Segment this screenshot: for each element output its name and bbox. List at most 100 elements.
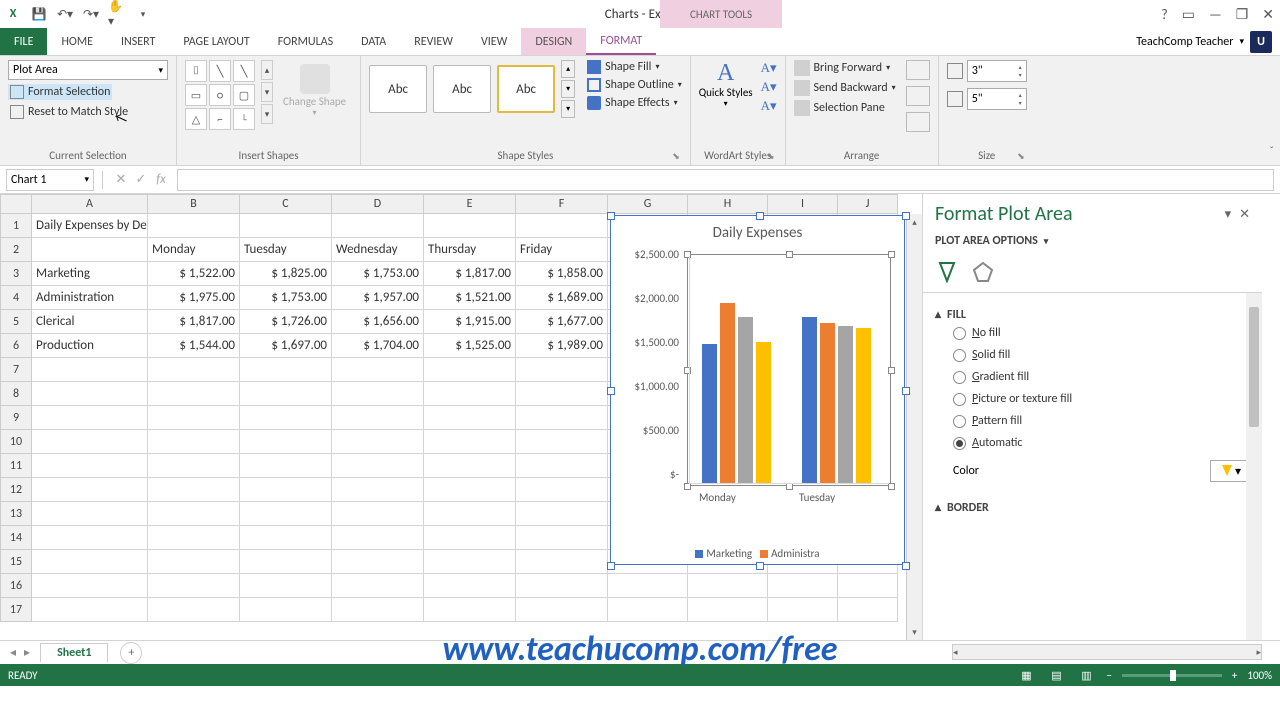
tab-formulas[interactable]: FORMULAS: [264, 28, 347, 55]
cell[interactable]: [332, 574, 424, 598]
chart-title[interactable]: Daily Expenses: [611, 216, 904, 246]
cell[interactable]: [688, 574, 768, 598]
chart-handle[interactable]: [607, 212, 615, 220]
cell[interactable]: $ 1,817.00: [148, 310, 240, 334]
row-header[interactable]: 12: [0, 478, 32, 502]
fill-option-radio[interactable]: Automatic: [935, 432, 1250, 454]
cell[interactable]: $ 1,704.00: [332, 334, 424, 358]
row-header[interactable]: 8: [0, 382, 32, 406]
shapes-gallery[interactable]: ⌷ ╲ ╲ ▭ ○ ▢ △ ⌐ └: [185, 60, 255, 130]
tab-file[interactable]: FILE: [0, 28, 47, 55]
row-header[interactable]: 14: [0, 526, 32, 550]
normal-view-icon[interactable]: ▦: [1016, 667, 1036, 683]
chart-handle[interactable]: [902, 387, 910, 395]
row-header[interactable]: 11: [0, 454, 32, 478]
shape-oval[interactable]: ○: [209, 84, 231, 106]
avatar[interactable]: U: [1250, 31, 1272, 53]
tab-data[interactable]: DATA: [347, 28, 400, 55]
cell[interactable]: [332, 382, 424, 406]
plot-handle[interactable]: [888, 367, 895, 374]
cell[interactable]: [148, 454, 240, 478]
cell[interactable]: [148, 430, 240, 454]
chart-handle[interactable]: [756, 562, 764, 570]
cell[interactable]: [332, 598, 424, 622]
shape-effects-button[interactable]: Shape Effects▾: [587, 96, 682, 110]
cell[interactable]: $ 1,957.00: [332, 286, 424, 310]
tab-nav[interactable]: ◂▸: [0, 645, 40, 660]
row-header[interactable]: 5: [0, 310, 32, 334]
cell[interactable]: [32, 502, 148, 526]
cell[interactable]: $ 1,726.00: [240, 310, 332, 334]
row-header[interactable]: 6: [0, 334, 32, 358]
pane-options-icon[interactable]: ▾: [1225, 207, 1232, 222]
cell[interactable]: [240, 454, 332, 478]
add-sheet-button[interactable]: +: [120, 642, 142, 664]
col-header[interactable]: I: [768, 194, 838, 214]
shape-fill-button[interactable]: Shape Fill▾: [587, 60, 682, 74]
style-preset[interactable]: Abc: [433, 65, 491, 113]
cell[interactable]: [240, 478, 332, 502]
chart-handle[interactable]: [902, 562, 910, 570]
pane-scrollbar[interactable]: [1246, 293, 1262, 640]
cell[interactable]: [240, 382, 332, 406]
cell[interactable]: $ 1,989.00: [516, 334, 608, 358]
cell[interactable]: [32, 406, 148, 430]
row-header[interactable]: 1: [0, 214, 32, 238]
cell[interactable]: $ 1,753.00: [332, 262, 424, 286]
chart-legend[interactable]: Marketing Administra: [611, 547, 904, 560]
cell[interactable]: [424, 430, 516, 454]
cell[interactable]: $ 1,858.00: [516, 262, 608, 286]
restore-icon[interactable]: ❐: [1236, 6, 1249, 23]
cell[interactable]: [516, 214, 608, 238]
fill-option-radio[interactable]: Gradient fill: [935, 366, 1250, 388]
effects-icon[interactable]: [971, 260, 995, 284]
cell[interactable]: [516, 382, 608, 406]
cancel-icon[interactable]: ✕: [111, 172, 131, 187]
cell[interactable]: Production: [32, 334, 148, 358]
cell[interactable]: [240, 550, 332, 574]
rotate-button[interactable]: [906, 112, 930, 132]
cell[interactable]: [148, 382, 240, 406]
cell[interactable]: [332, 478, 424, 502]
chart-handle[interactable]: [756, 212, 764, 220]
cell[interactable]: [608, 598, 688, 622]
cell[interactable]: [332, 406, 424, 430]
cell[interactable]: $ 1,656.00: [332, 310, 424, 334]
cell[interactable]: $ 1,915.00: [424, 310, 516, 334]
col-header[interactable]: G: [608, 194, 688, 214]
cell[interactable]: Daily Expenses by Department: [32, 214, 148, 238]
cell[interactable]: [332, 526, 424, 550]
fx-icon[interactable]: fx: [151, 172, 171, 187]
chart-bar[interactable]: [738, 317, 753, 483]
cell[interactable]: [424, 478, 516, 502]
fill-option-radio[interactable]: Pattern fill: [935, 410, 1250, 432]
help-icon[interactable]: ?: [1161, 6, 1168, 23]
cell[interactable]: [424, 358, 516, 382]
row-header[interactable]: 15: [0, 550, 32, 574]
cell[interactable]: [424, 382, 516, 406]
plot-handle[interactable]: [888, 251, 895, 258]
chart-handle[interactable]: [607, 387, 615, 395]
text-fill-icon[interactable]: A▾: [761, 60, 777, 76]
cell[interactable]: Marketing: [32, 262, 148, 286]
chart-object[interactable]: Daily Expenses$2,500.00$2,000.00$1,500.0…: [610, 215, 905, 565]
legend-item[interactable]: Administra: [760, 547, 820, 560]
chart-handle[interactable]: [902, 212, 910, 220]
cell[interactable]: [332, 358, 424, 382]
shapes-up[interactable]: ▴: [261, 60, 273, 80]
account-area[interactable]: TeachComp Teacher ▾ U: [1136, 28, 1280, 55]
col-header[interactable]: A: [32, 194, 148, 214]
col-header[interactable]: H: [688, 194, 768, 214]
tab-home[interactable]: HOME: [47, 28, 107, 55]
ribbon-display-icon[interactable]: ▭: [1182, 6, 1195, 23]
cell[interactable]: [148, 550, 240, 574]
cell[interactable]: [424, 454, 516, 478]
vertical-scrollbar[interactable]: ▴▾: [906, 214, 922, 640]
name-box[interactable]: Chart 1▾: [6, 169, 94, 191]
shape-line[interactable]: ╲: [209, 60, 231, 82]
shape-outline-button[interactable]: Shape Outline▾: [587, 78, 682, 92]
legend-item[interactable]: Marketing: [695, 547, 752, 560]
row-header[interactable]: 13: [0, 502, 32, 526]
cell[interactable]: [240, 502, 332, 526]
plot-area[interactable]: [689, 256, 889, 484]
